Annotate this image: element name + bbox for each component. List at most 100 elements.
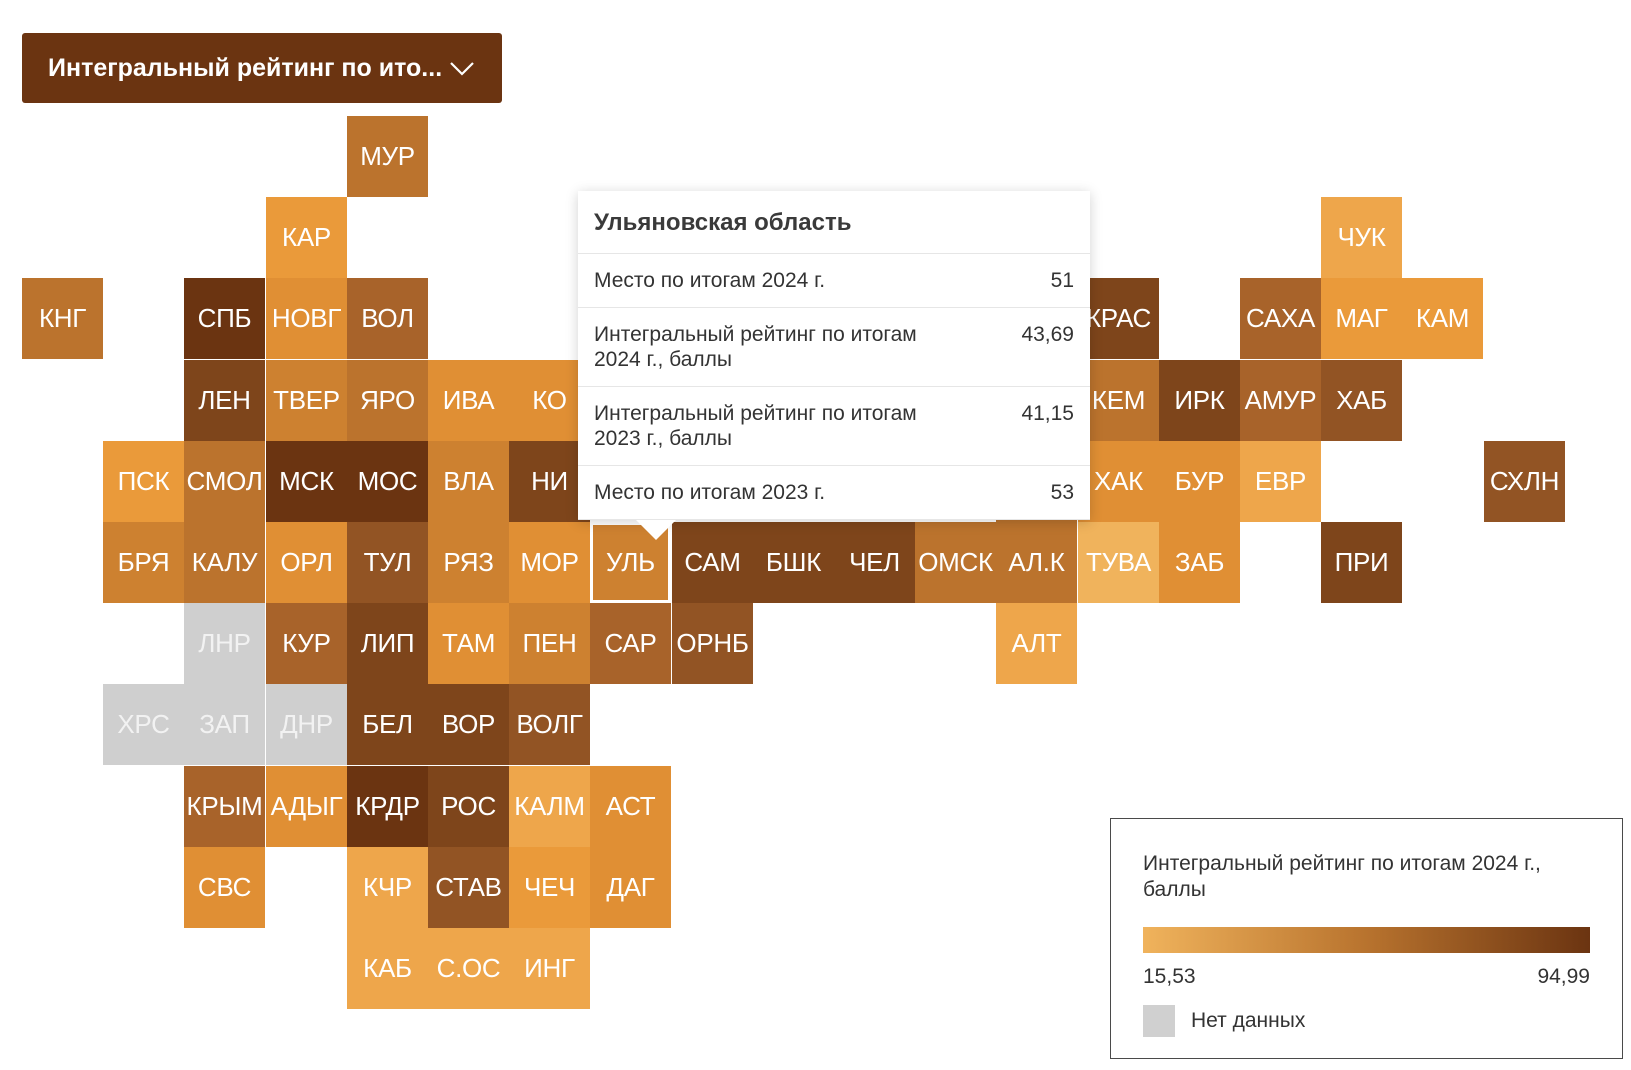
indicator-dropdown-label: Интегральный рейтинг по ито...: [48, 53, 443, 82]
region-tile[interactable]: КО: [509, 360, 590, 441]
tooltip-row-value: 53: [1050, 481, 1074, 504]
region-tile[interactable]: СПБ: [184, 278, 265, 359]
region-tile[interactable]: БУР: [1159, 441, 1240, 522]
region-tile[interactable]: АЛТ: [996, 603, 1077, 684]
region-tile[interactable]: КАЛМ: [509, 766, 590, 847]
region-tile[interactable]: ИВА: [428, 360, 509, 441]
region-tile[interactable]: СХЛН: [1484, 441, 1565, 522]
region-tile[interactable]: АДЫГ: [266, 766, 347, 847]
region-tile[interactable]: КУР: [266, 603, 347, 684]
region-tile[interactable]: ОМСК: [915, 522, 996, 603]
region-tooltip: Ульяновская область Место по итогам 2024…: [578, 191, 1090, 540]
region-tile[interactable]: ТУВА: [1078, 522, 1159, 603]
region-tile[interactable]: СВС: [184, 847, 265, 928]
region-tile[interactable]: МОР: [509, 522, 590, 603]
tooltip-row-label: Место по итогам 2024 г.: [594, 269, 826, 292]
region-tile[interactable]: ДНР: [266, 684, 347, 765]
legend-max: 94,99: [1537, 965, 1590, 988]
region-tile[interactable]: КАМ: [1402, 278, 1483, 359]
region-tile[interactable]: ВОР: [428, 684, 509, 765]
indicator-dropdown[interactable]: Интегральный рейтинг по ито...: [22, 33, 502, 103]
tooltip-row: Интегральный рейтинг по итогам 2023 г., …: [578, 387, 1090, 466]
region-tile[interactable]: КАБ: [347, 928, 428, 1009]
tooltip-row: Интегральный рейтинг по итогам 2024 г., …: [578, 308, 1090, 387]
nodata-swatch: [1143, 1005, 1175, 1037]
region-tile[interactable]: КАР: [266, 197, 347, 278]
tooltip-row-label: Место по итогам 2023 г.: [594, 481, 826, 504]
region-tile[interactable]: КРАС: [1078, 278, 1159, 359]
tooltip-row-value: 51: [1050, 269, 1074, 292]
legend-nodata-label: Нет данных: [1191, 1009, 1306, 1032]
region-tile[interactable]: ОРНБ: [672, 603, 753, 684]
region-tile[interactable]: ХАБ: [1321, 360, 1402, 441]
region-tile[interactable]: ЛИП: [347, 603, 428, 684]
legend-title: Интегральный рейтинг по итогам 2024 г., …: [1143, 852, 1541, 901]
region-tile[interactable]: ЕВР: [1240, 441, 1321, 522]
region-tile[interactable]: ЗАП: [184, 684, 265, 765]
region-tile[interactable]: ТУЛ: [347, 522, 428, 603]
region-tile[interactable]: ТАМ: [428, 603, 509, 684]
region-tile[interactable]: АМУР: [1240, 360, 1321, 441]
tooltip-row-label: Интегральный рейтинг по итогам 2024 г., …: [594, 323, 917, 371]
region-tile[interactable]: СТАВ: [428, 847, 509, 928]
tooltip-row-value: 43,69: [1021, 323, 1074, 346]
region-tile[interactable]: ИРК: [1159, 360, 1240, 441]
region-tile[interactable]: ИНГ: [509, 928, 590, 1009]
region-tile[interactable]: ПЕН: [509, 603, 590, 684]
region-tile[interactable]: РЯЗ: [428, 522, 509, 603]
region-tile[interactable]: БЕЛ: [347, 684, 428, 765]
region-tile[interactable]: БРЯ: [103, 522, 184, 603]
region-tile[interactable]: БШК: [753, 522, 834, 603]
region-tile[interactable]: ЧЕЧ: [509, 847, 590, 928]
region-tile[interactable]: САХА: [1240, 278, 1321, 359]
tooltip-pointer: [636, 520, 676, 540]
region-tile[interactable]: КРДР: [347, 766, 428, 847]
region-tile[interactable]: СМОЛ: [184, 441, 265, 522]
region-tile[interactable]: С.ОС: [428, 928, 509, 1009]
region-tile[interactable]: МУР: [347, 116, 428, 197]
region-tile[interactable]: САМ: [672, 522, 753, 603]
legend-color-scale: [1143, 927, 1590, 953]
region-tile[interactable]: КАЛУ: [184, 522, 265, 603]
legend-range: 15,53 94,99: [1143, 965, 1590, 989]
region-tile[interactable]: КЧР: [347, 847, 428, 928]
region-tile[interactable]: ЧЕЛ: [834, 522, 915, 603]
tooltip-title: Ульяновская область: [578, 191, 1090, 254]
legend-min: 15,53: [1143, 965, 1196, 988]
region-tile[interactable]: АЛ.К: [996, 522, 1077, 603]
region-tile[interactable]: ЗАБ: [1159, 522, 1240, 603]
chevron-down-icon: [450, 62, 474, 76]
region-tile[interactable]: ДАГ: [590, 847, 671, 928]
region-tile[interactable]: МАГ: [1321, 278, 1402, 359]
region-tile[interactable]: КРЫМ: [184, 766, 265, 847]
tooltip-row: Место по итогам 2024 г. 51: [578, 254, 1090, 308]
region-tile[interactable]: МОС: [347, 441, 428, 522]
legend: Интегральный рейтинг по итогам 2024 г., …: [1110, 818, 1623, 1059]
region-tile[interactable]: ЧУК: [1321, 197, 1402, 278]
region-tile[interactable]: САР: [590, 603, 671, 684]
region-tile[interactable]: НОВГ: [266, 278, 347, 359]
region-tile[interactable]: ХАК: [1078, 441, 1159, 522]
tooltip-row-label: Интегральный рейтинг по итогам 2023 г., …: [594, 402, 917, 450]
region-tile[interactable]: ХРС: [103, 684, 184, 765]
region-tile[interactable]: КЕМ: [1078, 360, 1159, 441]
region-tile[interactable]: АСТ: [590, 766, 671, 847]
region-tile[interactable]: НИ: [509, 441, 590, 522]
region-tile[interactable]: ЯРО: [347, 360, 428, 441]
region-tile[interactable]: РОС: [428, 766, 509, 847]
region-tile[interactable]: ОРЛ: [266, 522, 347, 603]
region-tile[interactable]: ВОЛ: [347, 278, 428, 359]
region-tile[interactable]: КНГ: [22, 278, 103, 359]
region-tile[interactable]: ПРИ: [1321, 522, 1402, 603]
region-tile[interactable]: ВОЛГ: [509, 684, 590, 765]
tooltip-row-value: 41,15: [1021, 402, 1074, 425]
region-tile[interactable]: ВЛА: [428, 441, 509, 522]
legend-nodata: Нет данных: [1143, 1005, 1590, 1037]
region-tile[interactable]: ЛЕН: [184, 360, 265, 441]
region-tile[interactable]: ЛНР: [184, 603, 265, 684]
region-tile[interactable]: ТВЕР: [266, 360, 347, 441]
region-tile[interactable]: МСК: [266, 441, 347, 522]
region-tile[interactable]: ПСК: [103, 441, 184, 522]
tooltip-row: Место по итогам 2023 г. 53: [578, 466, 1090, 520]
